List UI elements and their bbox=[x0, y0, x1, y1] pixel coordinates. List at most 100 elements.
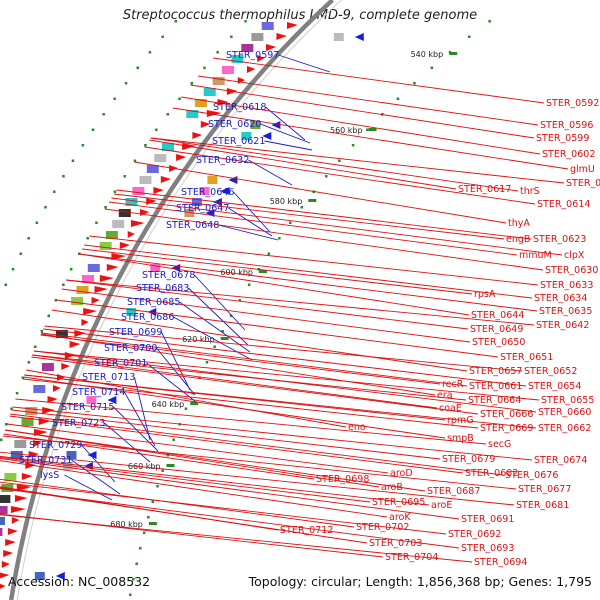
left-gene-label: STER_0683 bbox=[136, 283, 189, 294]
reverse-feature bbox=[55, 572, 65, 580]
forward-feature bbox=[7, 528, 18, 535]
left-leader-line bbox=[233, 191, 271, 233]
right-gene-label: STER_0694 bbox=[474, 557, 527, 568]
scale-dot bbox=[102, 113, 105, 116]
scale-dot bbox=[95, 221, 98, 224]
right-gene-label: STER_0693 bbox=[461, 543, 514, 554]
scale-dot bbox=[396, 97, 400, 100]
right-leader-line bbox=[108, 201, 518, 256]
left-leader-line bbox=[64, 474, 113, 501]
right-leader-line bbox=[150, 137, 565, 184]
right-leader-line bbox=[212, 57, 545, 104]
left-leader-line bbox=[81, 444, 116, 483]
annotation-block bbox=[66, 451, 77, 459]
right-gene-label: STER_0650 bbox=[472, 337, 525, 348]
annotation-block bbox=[55, 330, 68, 338]
right-leader-line bbox=[6, 423, 389, 474]
left-gene-label: STER_0714 bbox=[72, 387, 125, 398]
scale-dot bbox=[216, 51, 219, 54]
scale-dot bbox=[15, 392, 19, 395]
right-gene-label: STER_0655 bbox=[541, 395, 594, 406]
right-gene-label: STER_0623 bbox=[533, 234, 586, 245]
scale-dot bbox=[113, 97, 116, 100]
annotation-block bbox=[118, 209, 131, 217]
scale-dot bbox=[174, 20, 177, 23]
forward-feature bbox=[16, 484, 32, 491]
scale-dot bbox=[244, 20, 247, 23]
left-gene-label: STER_0713 bbox=[82, 372, 135, 383]
forward-feature bbox=[99, 275, 114, 282]
right-leader-line bbox=[66, 279, 535, 326]
reverse-feature bbox=[228, 176, 238, 184]
scale-dot bbox=[104, 206, 107, 209]
scale-dot bbox=[53, 190, 56, 193]
forward-feature bbox=[1, 561, 10, 568]
right-gene-label: aroD bbox=[390, 468, 413, 479]
scale-tick-label: 620 kbp bbox=[182, 335, 215, 344]
annotation-block bbox=[4, 473, 17, 481]
forward-feature bbox=[14, 495, 28, 502]
right-gene-label: STER_0633 bbox=[540, 280, 593, 291]
scale-dot bbox=[124, 82, 128, 85]
annotation-block bbox=[34, 572, 45, 580]
right-leader-line bbox=[149, 139, 457, 190]
forward-feature bbox=[247, 66, 256, 73]
right-gene-label: STER_0664 bbox=[468, 395, 521, 406]
scale-dot bbox=[27, 237, 30, 240]
scale-dot bbox=[148, 51, 152, 54]
right-gene-label: STER_0698 bbox=[316, 474, 369, 485]
right-gene-label: secG bbox=[488, 439, 511, 450]
scale-dot bbox=[338, 159, 341, 162]
scale-tick-mark bbox=[190, 402, 199, 405]
scale-dot bbox=[166, 113, 169, 116]
right-gene-label: clpX bbox=[564, 250, 585, 261]
annotation-block bbox=[126, 308, 137, 316]
right-leader-line bbox=[113, 193, 505, 240]
backbone-inner-edge bbox=[16, 0, 342, 600]
annotation-block bbox=[10, 451, 23, 459]
right-leader-line bbox=[43, 328, 527, 387]
annotation-block bbox=[241, 44, 254, 52]
forward-feature bbox=[11, 517, 20, 524]
right-gene-label: thyA bbox=[508, 218, 530, 229]
right-leader-line bbox=[56, 299, 499, 358]
scale-dot bbox=[47, 314, 50, 317]
forward-feature bbox=[21, 473, 33, 480]
right-leader-line bbox=[134, 161, 507, 224]
right-gene-label: STER_0692 bbox=[448, 529, 501, 540]
annotation-block bbox=[0, 495, 11, 503]
right-leader-line bbox=[12, 406, 533, 461]
scale-dot bbox=[21, 376, 25, 379]
forward-feature bbox=[176, 154, 187, 161]
annotation-block bbox=[99, 242, 112, 250]
scale-dot bbox=[161, 469, 164, 472]
scale-dot bbox=[221, 330, 224, 333]
scale-dot bbox=[71, 159, 75, 162]
left-gene-label: STER_0686 bbox=[121, 312, 174, 323]
scale-dot bbox=[161, 35, 164, 38]
annotation-block bbox=[0, 506, 8, 514]
right-leader-line bbox=[0, 488, 460, 549]
right-leader-line bbox=[0, 481, 447, 535]
reverse-feature bbox=[87, 451, 97, 459]
right-gene-label: STER_0677 bbox=[518, 484, 571, 495]
right-leader-line bbox=[0, 460, 388, 518]
left-gene-label: STER_0618 bbox=[213, 102, 266, 113]
left-leader-line bbox=[124, 391, 156, 447]
scale-dot bbox=[468, 35, 471, 38]
right-gene-label: STER_0651 bbox=[500, 352, 553, 363]
left-leader-line bbox=[264, 140, 313, 151]
scale-dot bbox=[62, 283, 65, 286]
left-gene-label: STER_0729 bbox=[29, 440, 82, 451]
right-leader-line bbox=[61, 288, 471, 343]
reverse-feature bbox=[262, 132, 272, 140]
scale-dot bbox=[19, 252, 22, 255]
scale-dot bbox=[151, 500, 154, 503]
annotation-block bbox=[261, 22, 274, 30]
right-gene-label: STER_0660 bbox=[538, 407, 591, 418]
forward-feature bbox=[0, 572, 10, 579]
right-leader-line bbox=[4, 429, 426, 492]
left-gene-label: STER_0648 bbox=[166, 220, 219, 231]
left-leader-line bbox=[113, 406, 159, 452]
right-leader-line bbox=[111, 197, 563, 256]
